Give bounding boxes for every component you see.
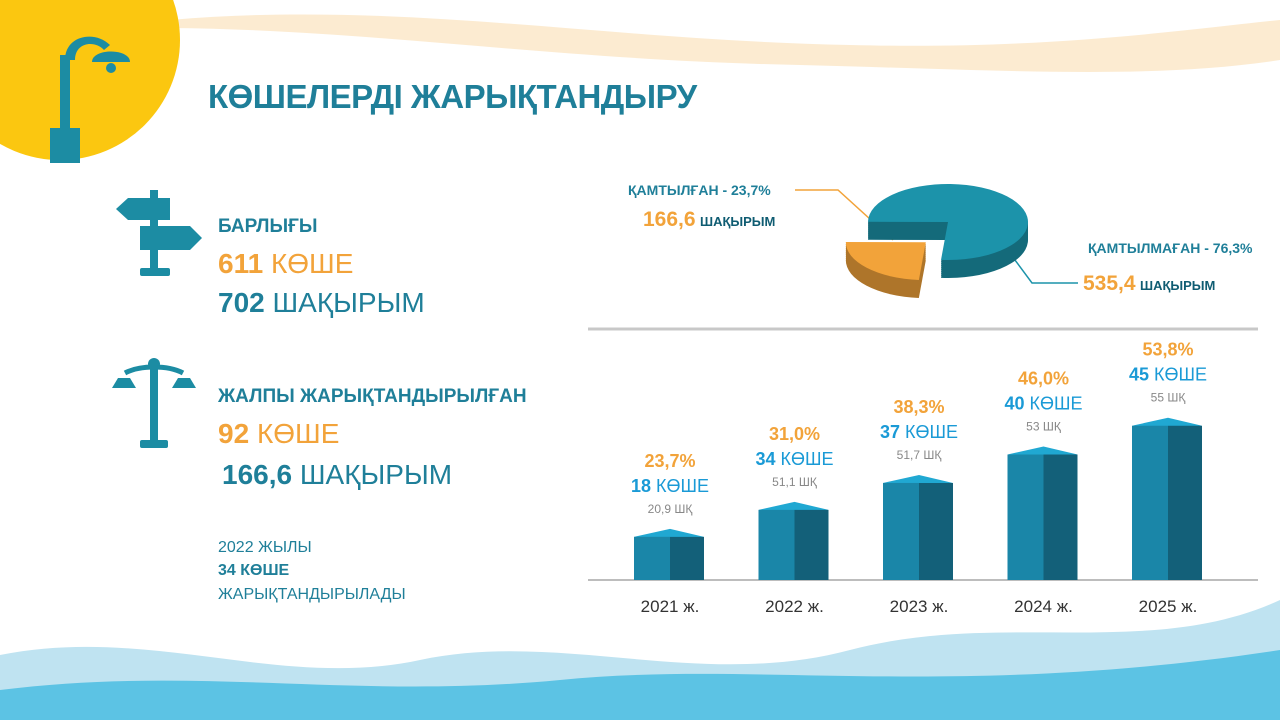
street-label: 18 КӨШЕ [631, 476, 709, 496]
lamp-post-icon [112, 358, 196, 448]
x-tick-label: 2024 ж. [1014, 597, 1073, 616]
value-label: 31,0% [769, 424, 820, 444]
x-tick-label: 2025 ж. [1139, 597, 1198, 616]
pie-length: 166,6 ШАҚЫРЫМ [643, 208, 775, 231]
stat-count: 92 КӨШЕ [218, 418, 339, 449]
stat-label: ЖАЛПЫ ЖАРЫҚТАНДЫРЫЛҒАН [217, 386, 527, 407]
street-count: 34 [755, 449, 775, 469]
bar-side [670, 536, 704, 580]
pie-length: 535,4 ШАҚЫРЫМ [1083, 272, 1215, 295]
km-label: 51,1 ШҚ [772, 475, 817, 489]
x-tick-label: 2023 ж. [890, 597, 949, 616]
pie-label: ҚАМТЫЛҒАН - 23,7% [628, 182, 771, 198]
street-label: 34 КӨШЕ [755, 449, 833, 469]
street-unit: КӨШЕ [1154, 365, 1207, 385]
note-line: 34 КӨШЕ [218, 562, 290, 579]
x-tick-label: 2022 ж. [765, 597, 824, 616]
street-unit: КӨШЕ [905, 422, 958, 442]
length-value: 166,6 [643, 208, 696, 231]
lamp-icon [50, 36, 130, 163]
count-value: 92 [218, 418, 249, 449]
top-wave [170, 14, 1280, 72]
bar-side [919, 482, 953, 580]
km-value: 20,9 [648, 502, 672, 516]
street-count: 37 [880, 422, 900, 442]
length-value: 166,6 [222, 459, 292, 490]
bar-side [794, 509, 829, 580]
km-value: 51,1 [772, 475, 796, 489]
count-unit: КӨШЕ [271, 248, 353, 279]
bar-side [1043, 454, 1078, 580]
km-label: 20,9 ШҚ [648, 502, 693, 516]
value-label: 53,8% [1142, 340, 1193, 360]
value-label: 38,3% [893, 397, 944, 417]
title: КӨШЕЛЕРДІ ЖАРЫҚТАНДЫРУ [208, 78, 698, 115]
length-unit: ШАҚЫРЫМ [1140, 278, 1215, 293]
km-unit: ШҚ [799, 475, 817, 489]
category: ҚАМТЫЛҒАН [628, 182, 719, 198]
separator: - [722, 182, 727, 198]
stat-length: 166,6 ШАҚЫРЫМ [222, 459, 452, 490]
street-label: 45 КӨШЕ [1129, 365, 1207, 385]
x-tick-label: 2021 ж. [641, 597, 700, 616]
km-unit: ШҚ [923, 448, 941, 462]
value-label: 23,7% [731, 182, 771, 198]
length-unit: ШАҚЫРЫМ [300, 459, 452, 490]
length-value: 535,4 [1083, 272, 1136, 295]
km-value: 55 [1151, 391, 1165, 405]
bar [883, 482, 919, 580]
separator: - [1204, 240, 1209, 256]
value-label: 76,3% [1213, 240, 1253, 256]
length-unit: ШАҚЫРЫМ [273, 287, 425, 318]
street-count: 40 [1004, 394, 1024, 414]
leader-line [1011, 255, 1078, 284]
pie-slice [845, 241, 926, 281]
bar [758, 509, 795, 580]
km-unit: ШҚ [674, 502, 692, 516]
bottom-wave-front [0, 650, 1280, 720]
km-value: 53 [1026, 420, 1040, 434]
stat-count: 611 КӨШЕ [218, 248, 353, 279]
street-count: 45 [1129, 365, 1149, 385]
pie-slice [868, 184, 1029, 260]
value-label: 46,0% [1018, 369, 1069, 389]
category: ҚАМТЫЛМАҒАН [1088, 240, 1200, 256]
km-value: 51,7 [897, 448, 921, 462]
pie-chart [845, 184, 1029, 299]
bar [634, 536, 670, 580]
km-unit: ШҚ [1043, 420, 1061, 434]
signpost-icon [116, 190, 202, 276]
note-line: ЖАРЫҚТАНДЫРЫЛАДЫ [218, 586, 406, 603]
street-unit: КӨШЕ [656, 476, 709, 496]
street-unit: КӨШЕ [1030, 394, 1083, 414]
km-label: 55 ШҚ [1151, 391, 1186, 405]
bar-side [1168, 425, 1202, 580]
length-unit: ШАҚЫРЫМ [700, 214, 775, 229]
street-unit: КӨШЕ [781, 449, 834, 469]
pie-label: ҚАМТЫЛМАҒАН - 76,3% [1088, 240, 1253, 256]
value-label: 23,7% [644, 451, 695, 471]
km-label: 53 ШҚ [1026, 420, 1061, 434]
count-unit: КӨШЕ [257, 418, 339, 449]
count-value: 611 [218, 248, 263, 279]
stat-length: 702 ШАҚЫРЫМ [218, 287, 425, 318]
sun-circle [0, 0, 180, 160]
bar [1007, 454, 1044, 580]
note-line: 2022 ЖЫЛЫ [218, 539, 312, 556]
bar [1132, 425, 1168, 580]
street-label: 37 КӨШЕ [880, 422, 958, 442]
street-count: 18 [631, 476, 651, 496]
stat-label: БАРЛЫҒЫ [218, 216, 317, 237]
length-value: 702 [218, 287, 265, 318]
street-label: 40 КӨШЕ [1004, 394, 1082, 414]
bar-chart: 2021 ж. 23,7% 18 КӨШЕ 20,9 ШҚ 2022 ж. 31,0% 34… [631, 340, 1207, 616]
km-unit: ШҚ [1167, 391, 1185, 405]
km-label: 51,7 ШҚ [897, 448, 942, 462]
